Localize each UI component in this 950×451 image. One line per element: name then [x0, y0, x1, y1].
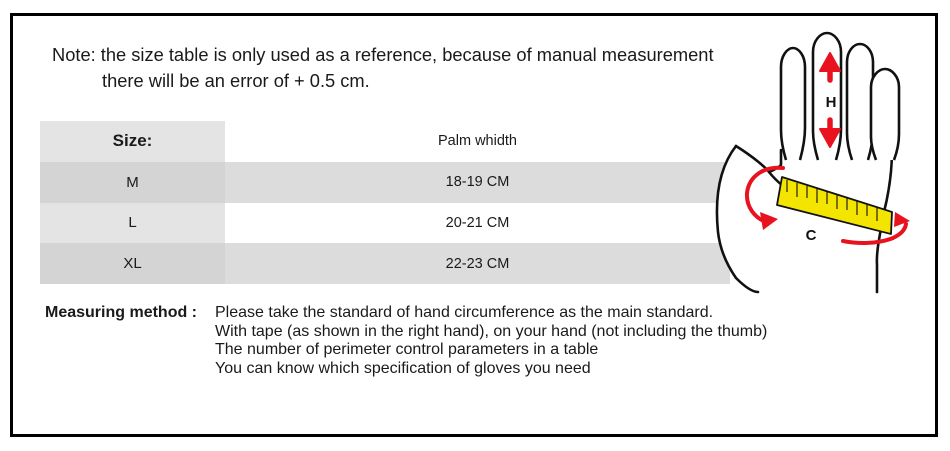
svg-text:H: H — [826, 94, 837, 111]
svg-text:C: C — [806, 227, 817, 244]
